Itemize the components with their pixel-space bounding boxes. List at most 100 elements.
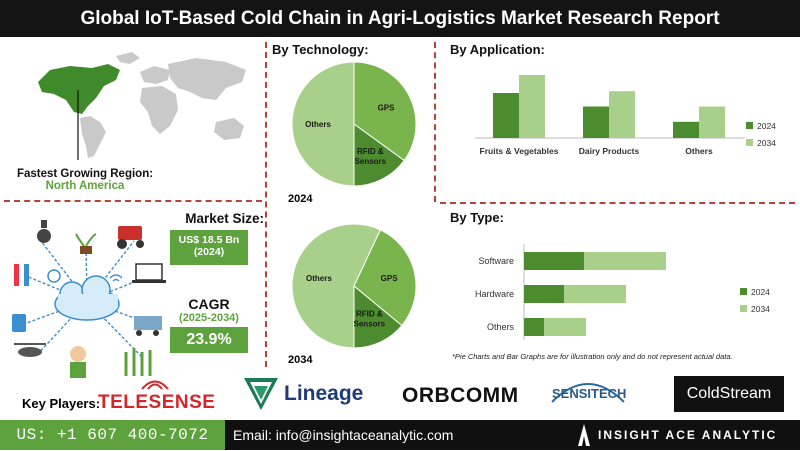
coldstream-logo: ColdStream bbox=[674, 376, 784, 412]
bar-2024-1 bbox=[524, 285, 564, 303]
legend-label: 2024 bbox=[751, 287, 770, 297]
lineage-mark-icon bbox=[244, 378, 278, 410]
iot-illustration bbox=[12, 220, 166, 378]
category-label: Hardware bbox=[475, 289, 514, 299]
pie-slice-gps bbox=[353, 61, 417, 162]
plant-icon bbox=[75, 233, 97, 247]
pie-label: RFID & bbox=[356, 310, 383, 319]
europe-shape bbox=[140, 66, 170, 84]
legend-swatch bbox=[746, 139, 753, 146]
coldstream-text: ColdStream bbox=[686, 385, 772, 402]
telesense-text: TELESENSE bbox=[98, 392, 216, 413]
bar-2034-2 bbox=[544, 318, 586, 336]
lineage-logo: Lineage bbox=[244, 376, 384, 414]
laptop-icon bbox=[135, 263, 163, 281]
pie-label: GPS bbox=[381, 274, 399, 283]
market-size-year: (2024) bbox=[193, 246, 225, 258]
pie-2024-year: 2024 bbox=[288, 193, 313, 205]
bar-2034-2 bbox=[699, 106, 725, 138]
pie-chart-2034: Others GPS RFID &Sensors bbox=[291, 223, 417, 349]
region-label: Fastest Growing Region: bbox=[16, 168, 154, 180]
legend-label: 2034 bbox=[757, 138, 776, 148]
pie-slice-rfid-sensors bbox=[353, 284, 403, 349]
category-label: Fruits & Vegetables bbox=[480, 146, 559, 156]
application-title: By Application: bbox=[450, 42, 545, 57]
bar-2034-1 bbox=[609, 91, 635, 138]
category-label: Others bbox=[685, 146, 713, 156]
camera-icon bbox=[37, 229, 51, 243]
bar-2024-2 bbox=[524, 318, 544, 336]
bar-2024-2 bbox=[673, 121, 699, 138]
type-bar-chart: Software Hardware Others 2024 2034 bbox=[475, 244, 770, 340]
north-america-shape bbox=[38, 64, 120, 114]
sensitech-text: SENSITECH bbox=[552, 386, 627, 401]
tablet-icon bbox=[12, 314, 26, 332]
cagr-period: (2025-2034) bbox=[179, 312, 239, 324]
sensitech-arc-icon bbox=[551, 383, 625, 403]
pie-chart-2024: Others GPS RFID &Sensors bbox=[291, 61, 417, 187]
title-bar: Global IoT-Based Cold Chain in Agri-Logi… bbox=[0, 0, 800, 37]
key-players-row: Key Players: TELESENSE Lineage ORBCOMM S… bbox=[0, 370, 800, 418]
pie-label: GPS bbox=[378, 104, 396, 113]
pie-slice-others bbox=[291, 61, 355, 187]
world-map bbox=[38, 52, 246, 160]
thermometer-icon bbox=[14, 264, 19, 286]
wifi-icon bbox=[109, 274, 123, 282]
region-block: Fastest Growing Region: North America bbox=[0, 168, 170, 192]
africa-shape bbox=[140, 86, 178, 134]
market-size-value: US$ 18.5 Bn bbox=[178, 234, 240, 246]
south-america-shape bbox=[80, 116, 106, 158]
category-label: Others bbox=[487, 322, 515, 332]
pie-slice-rfid-sensors bbox=[353, 123, 405, 187]
bar-2034-1 bbox=[564, 285, 626, 303]
signal-icon bbox=[141, 380, 169, 390]
divider bbox=[265, 42, 267, 367]
greenland-shape bbox=[116, 52, 140, 64]
phone-number[interactable]: US: +1 607 400-7072 bbox=[0, 420, 225, 450]
legend-label: 2024 bbox=[757, 121, 776, 131]
page-title: Global IoT-Based Cold Chain in Agri-Logi… bbox=[80, 7, 720, 29]
cagr-value: 23.9% bbox=[170, 327, 248, 353]
key-players-label: Key Players: bbox=[22, 396, 101, 411]
application-bar-chart: Fruits & Vegetables Dairy Products Others 2… bbox=[475, 75, 776, 156]
legend-swatch bbox=[740, 288, 747, 295]
truck-icon bbox=[134, 316, 162, 330]
sensitech-logo: SENSITECH bbox=[548, 372, 628, 412]
bar-2034-0 bbox=[519, 75, 545, 138]
cagr-label: CAGR bbox=[188, 296, 230, 312]
technology-title: By Technology: bbox=[272, 42, 369, 57]
category-label: Dairy Products bbox=[579, 146, 640, 156]
divider bbox=[440, 202, 795, 204]
divider bbox=[4, 200, 262, 202]
pie-slice-gps bbox=[353, 229, 417, 327]
orbcomm-logo: ORBCOMM bbox=[402, 384, 519, 407]
legend-swatch bbox=[740, 305, 747, 312]
pie-label: Others bbox=[305, 120, 331, 129]
legend-swatch bbox=[746, 122, 753, 129]
market-size-label: Market Size: bbox=[185, 211, 264, 226]
disclaimer-note: *Pie Charts and Bar Graphs are for illus… bbox=[452, 352, 733, 361]
email-address[interactable]: Email: info@insightaceanalytic.com bbox=[233, 427, 454, 443]
farmer-icon bbox=[70, 346, 86, 362]
pie-slice-others bbox=[291, 223, 382, 349]
asia-shape bbox=[168, 58, 246, 100]
bar-2024-1 bbox=[583, 106, 609, 138]
divider bbox=[434, 42, 436, 202]
pie-label: Sensors bbox=[355, 157, 387, 166]
pie-2034-year: 2034 bbox=[288, 354, 313, 366]
tractor-icon bbox=[118, 226, 142, 240]
telesense-logo: TELESENSE bbox=[86, 374, 226, 416]
region-value: North America bbox=[45, 180, 125, 192]
bar-2034-0 bbox=[584, 252, 666, 270]
globe-icon bbox=[47, 269, 61, 283]
pie-label: Others bbox=[306, 274, 332, 283]
bar-2024-0 bbox=[524, 252, 584, 270]
pie-label: RFID & bbox=[357, 147, 384, 156]
australia-shape bbox=[214, 118, 244, 140]
brand-name: INSIGHT ACE ANALYTIC bbox=[598, 428, 778, 442]
crop-field-icon bbox=[124, 348, 152, 376]
type-title: By Type: bbox=[450, 210, 504, 225]
market-size-box: US$ 18.5 Bn (2024) bbox=[170, 230, 248, 265]
drone-icon bbox=[18, 347, 42, 357]
lineage-text: Lineage bbox=[284, 382, 364, 405]
